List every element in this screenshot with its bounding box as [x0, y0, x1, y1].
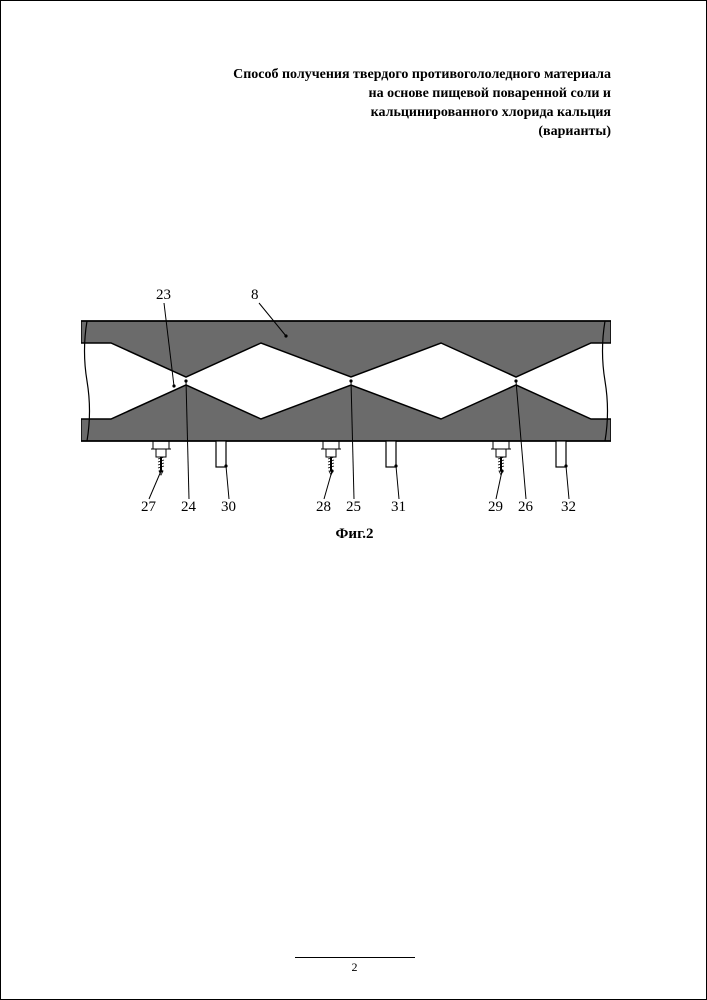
patent-page: Способ получения твердого противогололед…	[0, 0, 707, 1000]
title-line-3: кальцинированного хлорида кальция	[211, 104, 611, 123]
svg-text:32: 32	[561, 499, 576, 515]
document-title: Способ получения твердого противогололед…	[211, 66, 611, 142]
svg-text:31: 31	[391, 499, 406, 515]
title-line-1: Способ получения твердого противогололед…	[211, 66, 611, 85]
title-line-4: (варианты)	[211, 123, 611, 142]
page-number-rule	[295, 957, 415, 958]
svg-text:30: 30	[221, 499, 236, 515]
title-line-2: на основе пищевой поваренной соли и	[211, 85, 611, 104]
svg-text:24: 24	[181, 499, 197, 515]
figure-caption: Фиг.2	[1, 526, 707, 543]
svg-text:8: 8	[251, 287, 259, 303]
svg-text:28: 28	[316, 499, 331, 515]
page-number-value: 2	[352, 960, 358, 974]
figure-2: 23 8 27 24 30 28 25 31 29 26 32	[81, 281, 611, 521]
svg-text:23: 23	[156, 287, 171, 303]
svg-text:25: 25	[346, 499, 361, 515]
svg-text:27: 27	[141, 499, 157, 515]
svg-text:26: 26	[518, 499, 534, 515]
svg-text:29: 29	[488, 499, 503, 515]
figure-svg: 23 8 27 24 30 28 25 31 29 26 32	[81, 281, 611, 521]
page-number: 2	[1, 957, 707, 975]
